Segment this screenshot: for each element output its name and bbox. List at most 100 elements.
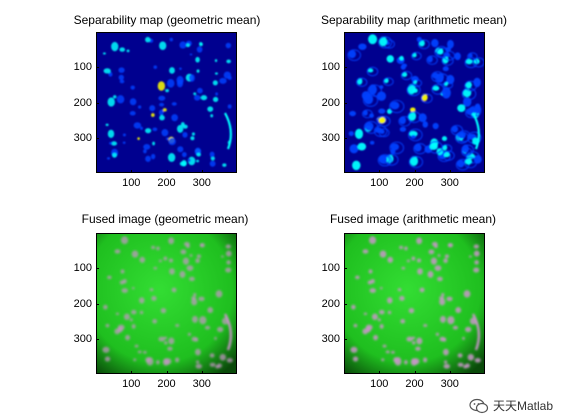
fused-blob (123, 313, 130, 321)
heatmap-blob (368, 34, 378, 45)
heatmap-blob (109, 141, 113, 145)
fused-blob (352, 356, 359, 362)
fused-blob (473, 267, 480, 273)
heatmap-blob (150, 113, 155, 117)
heatmap-blob (214, 72, 218, 75)
fused-blob (199, 242, 206, 248)
fused-blob (399, 245, 404, 250)
fused-blob (381, 358, 385, 362)
fused-blob (467, 353, 475, 361)
fused-blob (168, 237, 175, 245)
fused-blob (219, 353, 227, 361)
watermark: 天天Matlab (469, 397, 553, 414)
heatmap-blob (431, 39, 439, 48)
x-tick-label: 100 (122, 177, 141, 189)
x-tick-label: 100 (370, 177, 389, 189)
heatmap-blob (473, 77, 481, 88)
axes-4 (344, 233, 485, 374)
fused-blob (393, 357, 399, 363)
heatmap-blob (227, 104, 232, 109)
fused-blob (179, 270, 186, 278)
fused-blob (226, 357, 233, 363)
fused-blob (198, 296, 205, 302)
heatmap-blob (179, 67, 182, 71)
heatmap-blob (126, 49, 130, 53)
fused-blob (386, 297, 393, 304)
fused-blob (189, 276, 195, 282)
y-tick-label: 300 (73, 332, 92, 345)
fused-blob (207, 307, 214, 314)
fused-blob (168, 337, 175, 345)
fused-blob (152, 319, 158, 324)
heatmap-blob (451, 125, 459, 133)
fused-blob (151, 245, 156, 250)
panel-title-2: Separability map (arithmetic mean) (320, 13, 508, 27)
heatmap-halo (426, 55, 438, 65)
heatmap-blob (357, 142, 367, 151)
heatmap-blob (179, 41, 187, 49)
fused-blob (368, 269, 373, 274)
fused-blob (397, 288, 402, 292)
heatmap-blob (133, 122, 142, 129)
watermark-text: 天天Matlab (492, 399, 553, 413)
fused-blob (382, 344, 387, 348)
heatmap-blob (113, 95, 117, 99)
fused-blob (416, 337, 423, 345)
heatmap-blob (361, 91, 371, 100)
heatmap-halo (467, 52, 478, 61)
fused-blob (416, 237, 423, 245)
heatmap-halo (437, 150, 451, 163)
heatmap-blob (199, 42, 203, 46)
fused-blob (194, 348, 201, 356)
heatmap-blob (378, 108, 386, 114)
fused-blob (125, 334, 131, 341)
fused-blob (444, 254, 450, 259)
heatmap-halo (367, 84, 382, 97)
heatmap-blob (349, 144, 359, 154)
x-tick-mark (166, 170, 168, 173)
y-tick-label: 200 (73, 297, 92, 310)
x-tick-label: 300 (440, 177, 459, 189)
heatmap-halo (456, 130, 471, 143)
fused-blob (463, 290, 471, 298)
heatmap-blob (454, 52, 461, 61)
fused-blob (371, 313, 378, 321)
heatmap-blob (176, 124, 184, 133)
fused-blob (217, 326, 224, 333)
heatmap-blob (444, 81, 449, 86)
heatmap-blob (159, 41, 167, 51)
heatmap-blob (429, 142, 438, 150)
heatmap-halo (450, 124, 464, 136)
heatmap-blob (364, 122, 374, 131)
fused-blob (442, 348, 449, 356)
heatmap-blob (349, 110, 356, 117)
heatmap-blob (105, 123, 109, 127)
fused-blob (404, 360, 408, 365)
heatmap-blob (368, 84, 377, 95)
x-tick-label: 100 (122, 378, 141, 390)
heatmap-blob (138, 105, 142, 109)
heatmap-halo (347, 49, 362, 62)
heatmap-blob (443, 152, 450, 158)
fused-blob (443, 258, 448, 264)
fused-blob (195, 360, 200, 364)
heatmap-blob (379, 36, 388, 47)
fused-blob (143, 350, 147, 354)
x-tick-mark (201, 170, 203, 173)
fused-blob (457, 362, 464, 367)
heatmap-halo (356, 77, 368, 87)
heatmap-blob (193, 92, 197, 96)
fused-blob (107, 275, 112, 280)
fused-blob (156, 246, 160, 251)
fused-blob (139, 256, 146, 263)
heatmap-blob (399, 126, 407, 132)
axes-3 (96, 233, 237, 374)
fused-blob (474, 357, 481, 363)
heatmap-halo (464, 57, 478, 69)
fused-blob (129, 318, 133, 322)
fused-blob (164, 341, 168, 345)
fused-blob (189, 254, 193, 257)
x-tick-label: 200 (405, 378, 424, 390)
fused-image-geometric (97, 234, 236, 373)
